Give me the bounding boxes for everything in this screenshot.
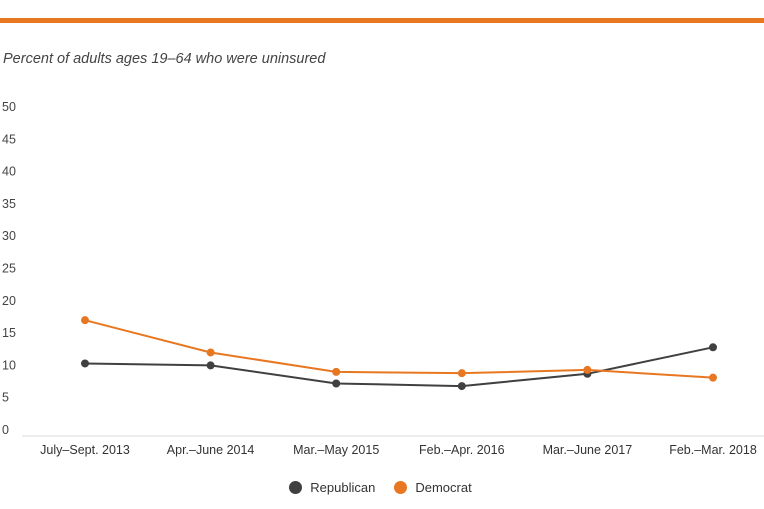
y-tick-label: 20: [2, 294, 16, 308]
x-tick-label: Apr.–June 2014: [167, 443, 255, 457]
data-point-democrat[interactable]: [709, 373, 717, 382]
y-axis-ticks: 0 5 10 15 20 25 30 35 40 45 50: [2, 100, 16, 437]
data-point-republican[interactable]: [457, 382, 466, 391]
legend-label-democrat: Democrat: [415, 480, 472, 495]
y-tick-label: 10: [2, 358, 16, 372]
legend: Republican Democrat: [0, 480, 764, 495]
data-point-democrat[interactable]: [206, 348, 215, 357]
y-tick-label: 0: [2, 423, 9, 437]
series-line-republican: [84, 346, 714, 388]
y-tick-label: 50: [2, 100, 16, 114]
y-tick-label: 45: [2, 132, 16, 146]
y-tick-label: 35: [2, 197, 16, 211]
data-point-republican[interactable]: [709, 343, 717, 352]
data-point-democrat[interactable]: [81, 316, 89, 325]
legend-item-republican[interactable]: Republican: [289, 480, 375, 495]
y-tick-label: 40: [2, 165, 16, 179]
x-tick-label: Feb.–Mar. 2018: [669, 443, 757, 457]
legend-dot-republican: [289, 481, 303, 494]
legend-label-republican: Republican: [310, 480, 376, 495]
top-accent-rule: [0, 18, 764, 23]
x-tick-label: Mar.–June 2017: [543, 443, 633, 457]
y-tick-label: 15: [2, 326, 16, 340]
data-point-democrat[interactable]: [332, 367, 341, 376]
series-line-democrat: [84, 319, 714, 379]
legend-dot-democrat: [394, 481, 408, 494]
y-tick-label: 30: [2, 229, 16, 243]
data-point-democrat[interactable]: [583, 365, 592, 374]
data-point-republican[interactable]: [332, 379, 341, 388]
series-layer: [81, 316, 717, 391]
x-tick-label: Mar.–May 2015: [293, 443, 379, 457]
y-tick-label: 5: [2, 391, 9, 405]
data-point-republican[interactable]: [81, 359, 89, 368]
data-point-democrat[interactable]: [457, 369, 466, 378]
y-tick-label: 25: [2, 262, 16, 276]
x-axis-ticks: July–Sept. 2013 Apr.–June 2014 Mar.–May 20…: [40, 443, 757, 457]
chart-subtitle: Percent of adults ages 19–64 who were un…: [3, 51, 326, 67]
x-tick-label: July–Sept. 2013: [40, 443, 130, 457]
data-point-republican[interactable]: [206, 361, 215, 370]
x-tick-label: Feb.–Apr. 2016: [419, 443, 505, 457]
legend-item-democrat[interactable]: Democrat: [394, 480, 472, 495]
